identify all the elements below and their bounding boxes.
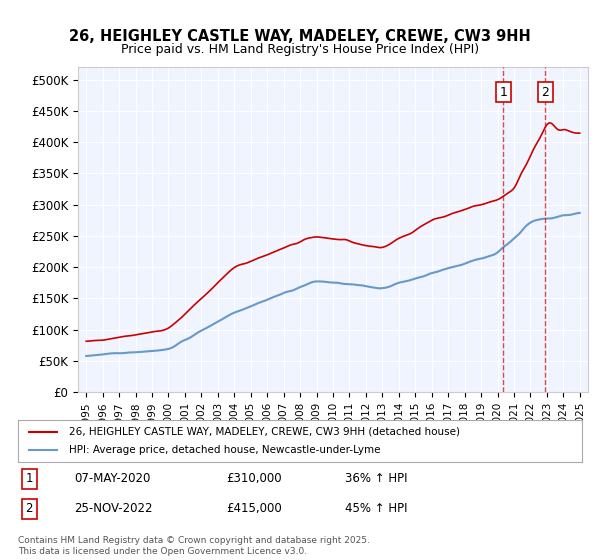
Text: 26, HEIGHLEY CASTLE WAY, MADELEY, CREWE, CW3 9HH (detached house): 26, HEIGHLEY CASTLE WAY, MADELEY, CREWE,…	[69, 427, 460, 437]
Text: Contains HM Land Registry data © Crown copyright and database right 2025.
This d: Contains HM Land Registry data © Crown c…	[18, 536, 370, 556]
Text: HPI: Average price, detached house, Newcastle-under-Lyme: HPI: Average price, detached house, Newc…	[69, 445, 380, 455]
Text: £310,000: £310,000	[227, 473, 283, 486]
Text: Price paid vs. HM Land Registry's House Price Index (HPI): Price paid vs. HM Land Registry's House …	[121, 43, 479, 56]
Text: 1: 1	[499, 86, 507, 99]
Text: 25-NOV-2022: 25-NOV-2022	[74, 502, 153, 515]
Text: £415,000: £415,000	[227, 502, 283, 515]
Text: 26, HEIGHLEY CASTLE WAY, MADELEY, CREWE, CW3 9HH: 26, HEIGHLEY CASTLE WAY, MADELEY, CREWE,…	[69, 29, 531, 44]
Text: 2: 2	[541, 86, 549, 99]
Text: 1: 1	[26, 473, 33, 486]
Text: 45% ↑ HPI: 45% ↑ HPI	[345, 502, 407, 515]
Text: 07-MAY-2020: 07-MAY-2020	[74, 473, 151, 486]
Text: 2: 2	[26, 502, 33, 515]
Text: 36% ↑ HPI: 36% ↑ HPI	[345, 473, 407, 486]
